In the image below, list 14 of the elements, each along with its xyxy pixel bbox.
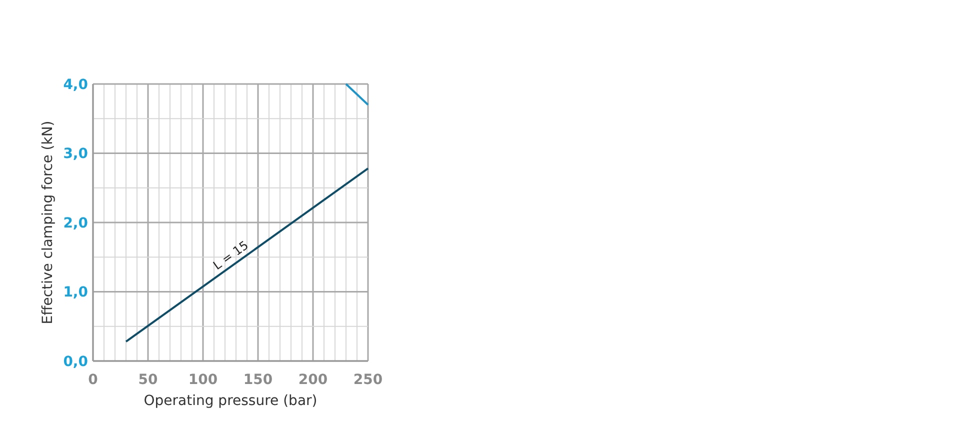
y-tick-label: 3,0 bbox=[63, 146, 88, 162]
annotation: L = 15 bbox=[210, 238, 251, 273]
x-axis-title: Operating pressure (bar) bbox=[144, 393, 318, 409]
x-tick-label: 50 bbox=[138, 372, 158, 388]
y-tick-label: 4,0 bbox=[63, 76, 88, 93]
x-tick-label: 150 bbox=[243, 372, 273, 388]
x-tick-label: 0 bbox=[88, 372, 98, 388]
x-tick-label: 100 bbox=[188, 372, 218, 388]
y-axis-title: Effective clamping force (kN) bbox=[40, 120, 56, 324]
y-tick-label: 1,0 bbox=[63, 284, 88, 301]
y-tick-label: 0,0 bbox=[63, 354, 88, 370]
x-tick-label: 200 bbox=[298, 372, 328, 388]
x-tick-label: 250 bbox=[353, 372, 383, 388]
y-tick-label: 2,0 bbox=[63, 215, 88, 232]
